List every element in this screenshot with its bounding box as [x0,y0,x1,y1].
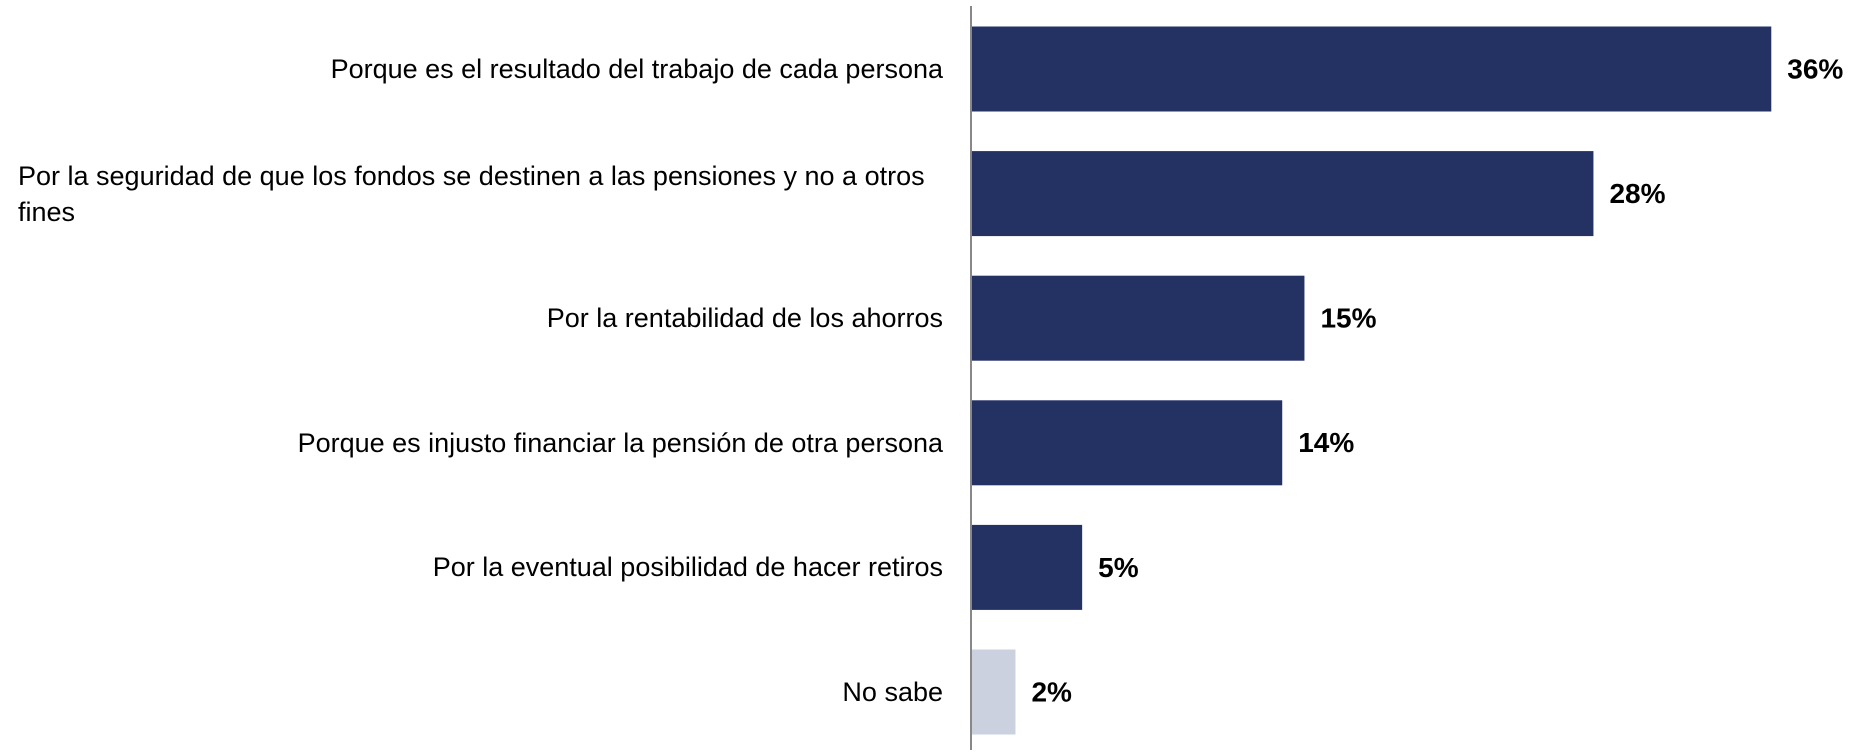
category-text: Por la eventual posibilidad de hacer ret… [432,552,943,583]
category-label: No sabe [18,632,943,752]
category-text: Por la rentabilidad de los ahorros [546,303,943,334]
category-label: Por la rentabilidad de los ahorros [18,258,943,378]
bar [971,275,1305,361]
value-label: 36% [1787,53,1843,84]
category-label: Porque es el resultado del trabajo de ca… [18,9,943,129]
category-text: Por la seguridad de que los fondos se de… [18,160,925,227]
bar [971,649,1016,735]
bar [971,400,1283,486]
bar [971,524,1083,610]
value-label: 14% [1298,427,1354,458]
category-text: Porque es injusto financiar la pensión d… [297,427,943,458]
category-text: Porque es el resultado del trabajo de ca… [330,54,943,84]
category-label: Por la eventual posibilidad de hacer ret… [18,507,943,627]
bar [971,151,1594,237]
category-label: Por la seguridad de que los fondos se de… [18,134,943,254]
value-label: 5% [1098,552,1139,583]
category-text: No sabe [842,677,943,707]
value-label: 28% [1609,178,1665,209]
bar [971,26,1772,112]
value-label: 15% [1320,303,1376,334]
value-label: 2% [1031,676,1072,707]
category-label: Porque es injusto financiar la pensión d… [18,383,943,503]
